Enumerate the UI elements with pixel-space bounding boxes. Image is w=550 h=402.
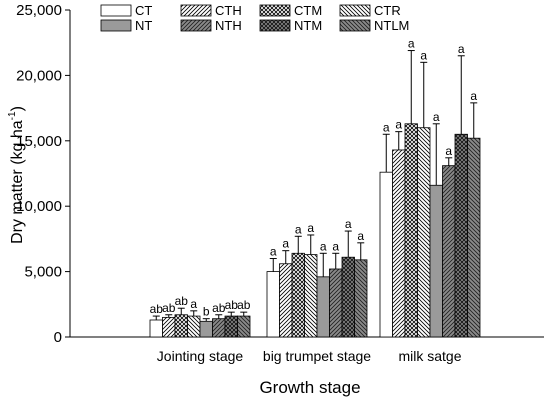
bar	[454, 133, 468, 338]
significance-letter: ab	[175, 294, 189, 308]
significance-letter: ab	[237, 298, 251, 312]
legend-swatch	[259, 19, 291, 32]
bar	[379, 171, 393, 338]
significance-letter: a	[320, 239, 327, 253]
x-tick-label: big trumpet stage	[263, 348, 371, 364]
bar	[162, 316, 176, 338]
legend-swatch	[339, 19, 371, 32]
bar	[174, 314, 188, 338]
legend-label: CTR	[374, 3, 401, 18]
bar	[212, 318, 226, 338]
significance-letter: ab	[212, 301, 226, 315]
legend-label: NTM	[294, 18, 322, 33]
x-tick-label: milk satge	[398, 348, 461, 364]
legend-label: NT	[135, 18, 152, 33]
significance-letter: a	[408, 37, 415, 51]
bar	[341, 256, 355, 338]
significance-letter: a	[345, 217, 352, 231]
significance-letter: ab	[162, 301, 176, 315]
legend-label: CT	[135, 3, 152, 18]
legend-swatch	[180, 19, 212, 32]
significance-letter: a	[383, 120, 390, 134]
significance-letter: a	[470, 89, 477, 103]
significance-letter: a	[282, 237, 289, 251]
legend-swatch	[180, 4, 212, 17]
bar	[199, 320, 213, 338]
bar	[304, 254, 318, 338]
bar	[467, 137, 481, 338]
y-axis-title-superscript: -1	[7, 111, 18, 120]
bar	[354, 259, 368, 338]
y-ticks: 0 5,000 10,000 15,000 20,000 25,000	[16, 2, 70, 346]
bar	[316, 276, 330, 338]
significance-letter: a	[295, 222, 302, 236]
bar	[291, 252, 305, 338]
bar	[442, 165, 456, 338]
bar	[149, 319, 163, 338]
x-tick-label: Jointing stage	[157, 348, 244, 364]
legend-swatch	[100, 4, 132, 17]
legend-swatch	[100, 19, 132, 32]
legend-swatch	[259, 4, 291, 17]
y-tick-label: 25,000	[16, 2, 62, 19]
significance-letter: a	[357, 229, 364, 243]
legend-label: CTH	[215, 3, 242, 18]
legend-swatch	[339, 4, 371, 17]
legend-label: NTLM	[374, 18, 409, 33]
significance-letter: a	[420, 48, 427, 62]
bar	[417, 127, 431, 338]
y-axis-title-main: Dry matter (kg ha	[9, 120, 26, 244]
y-tick-label: 20,000	[16, 67, 62, 84]
x-tick-labels: Jointing stage big trumpet stage milk satg…	[157, 348, 462, 364]
y-tick-label: 5,000	[24, 264, 62, 281]
legend-label: CTM	[294, 3, 322, 18]
significance-letter: a	[190, 297, 197, 311]
significance-letter: ab	[225, 298, 239, 312]
significance-letter: ab	[150, 302, 164, 316]
significance-letter: b	[203, 305, 210, 319]
significance-letter: a	[332, 239, 339, 253]
significance-letter: a	[270, 245, 277, 259]
significance-letter: a	[458, 42, 465, 56]
bar	[224, 315, 238, 338]
legend: CT CTH CTM CTR NT NTH NTM NTLM	[100, 3, 409, 33]
bar	[404, 123, 418, 338]
significance-letter: a	[433, 110, 440, 124]
bar	[237, 315, 251, 338]
bar	[329, 268, 343, 338]
bar	[187, 315, 201, 338]
significance-letter: a	[307, 221, 314, 235]
y-tick-label: 10,000	[16, 198, 62, 215]
y-axis-title-close: )	[9, 106, 26, 111]
bar	[266, 271, 280, 338]
bar	[392, 149, 406, 338]
y-tick-label: 15,000	[16, 133, 62, 150]
bar	[429, 184, 443, 338]
significance-letter: a	[395, 118, 402, 132]
y-axis-title: Dry matter (kg ha-1)	[7, 106, 26, 244]
x-axis-title: Growth stage	[259, 378, 360, 397]
legend-label: NTH	[215, 18, 242, 33]
y-tick-label: 0	[54, 329, 62, 346]
significance-letter: a	[445, 144, 452, 158]
bar	[279, 263, 293, 338]
